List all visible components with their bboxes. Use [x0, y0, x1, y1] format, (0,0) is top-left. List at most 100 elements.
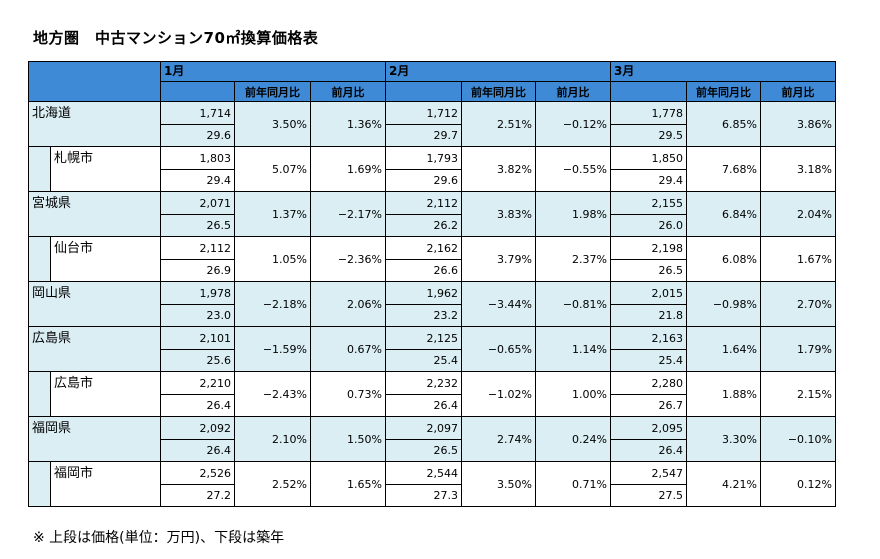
yoy-cell: 4.21%: [686, 461, 761, 507]
price-cell: 2,125: [385, 326, 462, 350]
mom-cell: 0.67%: [310, 326, 386, 372]
yoy-cell: 3.50%: [234, 101, 311, 147]
yoy-cell: 3.30%: [686, 416, 761, 462]
mom-cell: 0.71%: [535, 461, 611, 507]
yoy-cell: 2.52%: [234, 461, 311, 507]
price-subheader: [610, 81, 687, 102]
price-cell: 2,092: [160, 416, 235, 440]
age-cell: 26.4: [385, 394, 462, 417]
region-name: 岡山県: [28, 281, 161, 327]
region-name: 北海道: [28, 101, 161, 147]
age-cell: 27.5: [610, 484, 687, 507]
mom-cell: −0.10%: [760, 416, 836, 462]
subheader-row: 前年同月比 前月比 前年同月比 前月比 前年同月比 前月比: [29, 81, 836, 102]
region-name: 広島県: [28, 326, 161, 372]
price-cell: 1,714: [160, 101, 235, 125]
age-cell: 26.4: [160, 439, 235, 462]
yoy-cell: 2.10%: [234, 416, 311, 462]
table-row: 27.2 27.3 27.5: [29, 484, 836, 507]
yoy-cell: 3.50%: [461, 461, 536, 507]
mom-subheader: 前月比: [310, 81, 386, 102]
region-name: 広島市: [50, 371, 161, 417]
age-cell: 26.7: [610, 394, 687, 417]
table-row: 福岡県 2,092 2.10% 1.50% 2,097 2.74% 0.24% 2,095 3.…: [28, 416, 836, 462]
mom-cell: 1.67%: [760, 236, 836, 282]
yoy-cell: 1.37%: [234, 191, 311, 237]
mom-cell: 3.86%: [760, 101, 836, 147]
yoy-subheader: 前年同月比: [234, 81, 311, 102]
price-cell: 2,280: [610, 371, 687, 395]
mom-cell: −0.55%: [535, 146, 611, 192]
yoy-cell: −2.18%: [234, 281, 311, 327]
yoy-cell: −1.02%: [461, 371, 536, 417]
price-cell: 2,112: [385, 191, 462, 215]
price-cell: 2,015: [610, 281, 687, 305]
table-row: 25.6 25.4 25.4: [29, 349, 836, 372]
age-cell: 26.0: [610, 214, 687, 237]
price-cell: 2,162: [385, 236, 462, 260]
age-cell: 25.4: [385, 349, 462, 372]
mom-cell: 1.98%: [535, 191, 611, 237]
month-header-row: 1月 2月 3月: [28, 61, 836, 102]
region-name: 札幌市: [50, 146, 161, 192]
price-cell: 1,793: [385, 146, 462, 170]
age-cell: 26.5: [160, 214, 235, 237]
table-row: 広島市 2,210 −2.43% 0.73% 2,232 −1.02% 1.00% 2,280…: [28, 371, 836, 417]
table-row: 29.6 29.7 29.5: [29, 124, 836, 147]
yoy-subheader: 前年同月比: [461, 81, 536, 102]
table-row: 福岡市 2,526 2.52% 1.65% 2,544 3.50% 0.71% 2,547 4.…: [28, 461, 836, 507]
table-row: 北海道 1,714 3.50% 1.36% 1,712 2.51% −0.12% 1,778 6…: [28, 101, 836, 147]
row-indent: [28, 461, 51, 507]
age-cell: 26.2: [385, 214, 462, 237]
age-cell: 25.6: [160, 349, 235, 372]
yoy-cell: 7.68%: [686, 146, 761, 192]
yoy-cell: −1.59%: [234, 326, 311, 372]
yoy-cell: −3.44%: [461, 281, 536, 327]
corner-cell: [28, 61, 161, 102]
table-row: 29.4 29.6 29.4: [29, 169, 836, 192]
price-cell: 2,163: [610, 326, 687, 350]
price-subheader: [385, 81, 462, 102]
yoy-cell: 2.51%: [461, 101, 536, 147]
price-cell: 1,712: [385, 101, 462, 125]
price-table-body: 1月 2月 3月 前年同月比 前月比 前年同月比 前月比 前年同月比 前月比 北…: [28, 61, 836, 507]
yoy-cell: 1.05%: [234, 236, 311, 282]
month-header: 3月: [610, 61, 836, 82]
table-row: 26.9 26.6 26.5: [29, 259, 836, 282]
mom-cell: −2.17%: [310, 191, 386, 237]
table-row: 札幌市 1,803 5.07% 1.69% 1,793 3.82% −0.55% 1,850 7…: [28, 146, 836, 192]
age-cell: 29.5: [610, 124, 687, 147]
yoy-cell: −0.98%: [686, 281, 761, 327]
price-cell: 1,778: [610, 101, 687, 125]
age-cell: 23.2: [385, 304, 462, 327]
yoy-cell: 6.85%: [686, 101, 761, 147]
price-subheader: [160, 81, 235, 102]
yoy-subheader: 前年同月比: [686, 81, 761, 102]
age-cell: 27.2: [160, 484, 235, 507]
mom-cell: 1.00%: [535, 371, 611, 417]
yoy-cell: −0.65%: [461, 326, 536, 372]
table-row: 広島県 2,101 −1.59% 0.67% 2,125 −0.65% 1.14% 2,163…: [28, 326, 836, 372]
mom-cell: 2.15%: [760, 371, 836, 417]
yoy-cell: 3.83%: [461, 191, 536, 237]
table-row: 仙台市 2,112 1.05% −2.36% 2,162 3.79% 2.37% 2,198 6…: [28, 236, 836, 282]
yoy-cell: 3.79%: [461, 236, 536, 282]
price-table: 1月 2月 3月 前年同月比 前月比 前年同月比 前月比 前年同月比 前月比 北…: [28, 61, 836, 507]
age-cell: 26.4: [610, 439, 687, 462]
age-cell: 26.9: [160, 259, 235, 282]
month-header: 2月: [385, 61, 611, 82]
mom-cell: 2.70%: [760, 281, 836, 327]
mom-cell: 0.73%: [310, 371, 386, 417]
price-cell: 2,071: [160, 191, 235, 215]
footnote: ※ 上段は価格(単位：万円)、下段は築年: [33, 530, 285, 546]
price-cell: 2,198: [610, 236, 687, 260]
price-cell: 2,547: [610, 461, 687, 485]
mom-cell: 2.06%: [310, 281, 386, 327]
yoy-cell: −2.43%: [234, 371, 311, 417]
region-name: 宮城県: [28, 191, 161, 237]
age-cell: 21.8: [610, 304, 687, 327]
yoy-cell: 6.84%: [686, 191, 761, 237]
mom-subheader: 前月比: [760, 81, 836, 102]
yoy-cell: 1.88%: [686, 371, 761, 417]
table-row: 26.4 26.4 26.7: [29, 394, 836, 417]
